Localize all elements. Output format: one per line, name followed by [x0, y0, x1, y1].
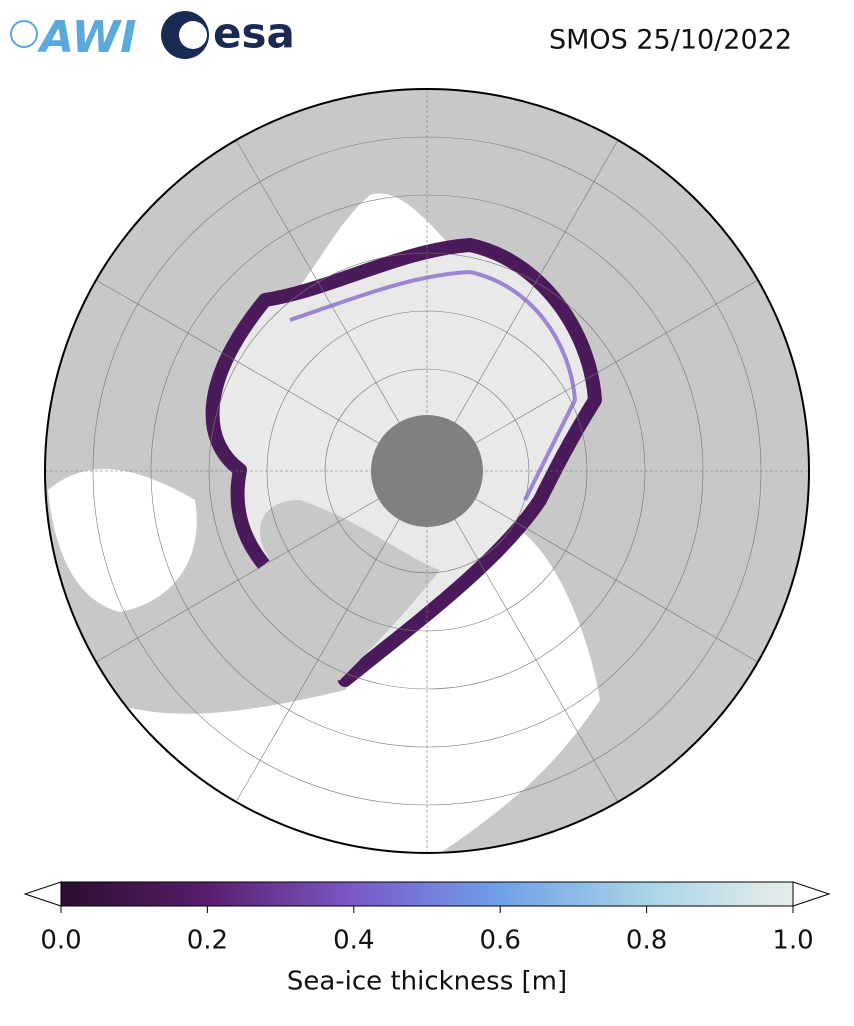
tick-label: 0.2 — [187, 926, 228, 956]
colorbar-ramp — [60, 881, 794, 907]
pole-hole — [371, 415, 483, 527]
greenland — [190, 500, 440, 703]
awi-logo: AWI — [10, 12, 137, 63]
map-title: SMOS 25/10/2022 — [549, 25, 792, 56]
logo-text: AWI — [37, 12, 137, 63]
tick-label: 0.4 — [333, 926, 374, 956]
colorbar: Sea-ice thickness [m] 0.0 0.2 0.4 0.6 0.8 1.0 — [23, 881, 831, 997]
tick-label: 0.8 — [626, 926, 667, 956]
ocean — [48, 469, 197, 612]
tick-label: 1.0 — [772, 926, 813, 956]
colorbar-extend — [792, 881, 831, 907]
esa-logo: esa — [161, 9, 295, 59]
colorbar-label: Sea-ice thickness [m] — [287, 967, 567, 997]
map — [45, 89, 809, 853]
logo-text: esa — [213, 9, 295, 58]
ice-edge — [289, 269, 578, 501]
ocean — [100, 530, 600, 853]
map-border — [44, 88, 810, 854]
tick-label: 0.0 — [40, 926, 81, 956]
colorbar-extend — [23, 881, 62, 907]
tick-label: 0.6 — [480, 926, 521, 956]
